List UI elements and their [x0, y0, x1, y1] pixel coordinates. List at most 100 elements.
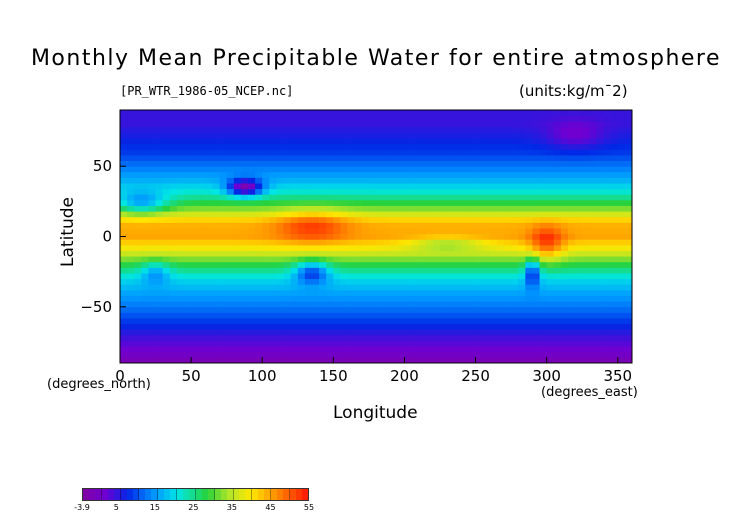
heatmap-cell: [525, 357, 533, 364]
heatmap-cell: [624, 194, 633, 201]
heatmap-cell: [518, 273, 526, 280]
heatmap-cell: [333, 334, 341, 341]
heatmap-cell: [390, 154, 398, 161]
heatmap-cell: [383, 340, 391, 347]
heatmap-cell: [134, 250, 142, 257]
heatmap-cell: [511, 183, 519, 190]
heatmap-cell: [560, 149, 569, 156]
heatmap-cell: [425, 194, 434, 201]
heatmap-cell: [482, 183, 491, 190]
heatmap-cell: [290, 261, 299, 268]
heatmap-cell: [319, 250, 327, 257]
heatmap-cell: [127, 222, 135, 229]
heatmap-cell: [262, 261, 270, 268]
heatmap-cell: [262, 250, 270, 257]
heatmap-cell: [596, 211, 604, 218]
heatmap-cell: [432, 171, 441, 178]
heatmap-cell: [134, 121, 142, 128]
heatmap-cell: [233, 188, 242, 195]
heatmap-cell: [297, 110, 306, 117]
heatmap-cell: [248, 284, 256, 291]
heatmap-cell: [354, 216, 363, 223]
heatmap-cell: [333, 177, 341, 184]
heatmap-cell: [447, 323, 455, 330]
heatmap-cell: [404, 273, 412, 280]
heatmap-cell: [248, 306, 256, 313]
heatmap-cell: [610, 211, 619, 218]
heatmap-cell: [617, 205, 626, 212]
heatmap-cell: [596, 138, 604, 145]
heatmap-cell: [482, 171, 491, 178]
heatmap-cell: [461, 340, 469, 347]
heatmap-cell: [411, 177, 420, 184]
heatmap-cell: [532, 306, 540, 313]
heatmap-cell: [262, 228, 270, 235]
heatmap-cell: [624, 188, 633, 195]
heatmap-cell: [553, 115, 562, 122]
heatmap-cell: [219, 256, 228, 263]
heatmap-cell: [212, 306, 220, 313]
heatmap-cell: [589, 256, 597, 263]
heatmap-cell: [233, 132, 242, 139]
heatmap-cell: [532, 222, 540, 229]
heatmap-cell: [304, 188, 313, 195]
heatmap-cell: [539, 346, 548, 353]
heatmap-cell: [134, 110, 142, 117]
heatmap-cell: [589, 351, 597, 358]
heatmap-cell: [162, 222, 171, 229]
heatmap-cell: [376, 273, 384, 280]
heatmap-cell: [376, 306, 384, 313]
heatmap-cell: [468, 239, 476, 246]
heatmap-cell: [162, 239, 171, 246]
heatmap-cell: [518, 351, 526, 358]
heatmap-cell: [347, 188, 356, 195]
heatmap-cell: [219, 177, 228, 184]
heatmap-cell: [333, 115, 341, 122]
colorbar-cell: [101, 489, 108, 500]
heatmap-cell: [440, 183, 448, 190]
heatmap-cell: [603, 188, 612, 195]
heatmap-cell: [525, 121, 533, 128]
heatmap-cell: [368, 301, 377, 308]
heatmap-cell: [560, 216, 569, 223]
heatmap-cell: [582, 244, 590, 251]
heatmap-cell: [176, 312, 185, 319]
heatmap-cell: [219, 346, 228, 353]
heatmap-cell: [347, 334, 356, 341]
heatmap-cell: [269, 267, 277, 274]
heatmap-cell: [233, 334, 242, 341]
heatmap-cell: [475, 306, 484, 313]
heatmap-cell: [226, 222, 235, 229]
heatmap-cell: [418, 261, 427, 268]
heatmap-cell: [347, 115, 356, 122]
heatmap-cell: [589, 357, 597, 364]
heatmap-cell: [440, 323, 448, 330]
heatmap-cell: [219, 115, 228, 122]
heatmap-cell: [582, 250, 590, 257]
colorbar-tick-label: -3.9: [74, 503, 90, 512]
heatmap-cell: [504, 289, 512, 296]
heatmap-cell: [155, 166, 164, 173]
heatmap-cell: [304, 301, 313, 308]
heatmap-cell: [447, 306, 455, 313]
heatmap-cell: [397, 110, 405, 117]
heatmap-cell: [468, 351, 476, 358]
heatmap-cell: [333, 143, 341, 150]
heatmap-cell: [390, 284, 398, 291]
heatmap-cell: [532, 143, 540, 150]
heatmap-cell: [361, 295, 370, 302]
heatmap-cell: [276, 318, 284, 325]
heatmap-cell: [354, 329, 363, 336]
heatmap-cell: [525, 222, 533, 229]
heatmap-cell: [176, 183, 185, 190]
heatmap-cell: [589, 188, 597, 195]
heatmap-cell: [461, 357, 469, 364]
heatmap-cell: [148, 143, 156, 150]
heatmap-cell: [169, 171, 178, 178]
heatmap-cell: [546, 346, 555, 353]
heatmap-cell: [290, 166, 299, 173]
heatmap-cell: [319, 244, 327, 251]
heatmap-cell: [127, 244, 135, 251]
heatmap-cell: [418, 126, 427, 133]
heatmap-cell: [120, 216, 128, 223]
